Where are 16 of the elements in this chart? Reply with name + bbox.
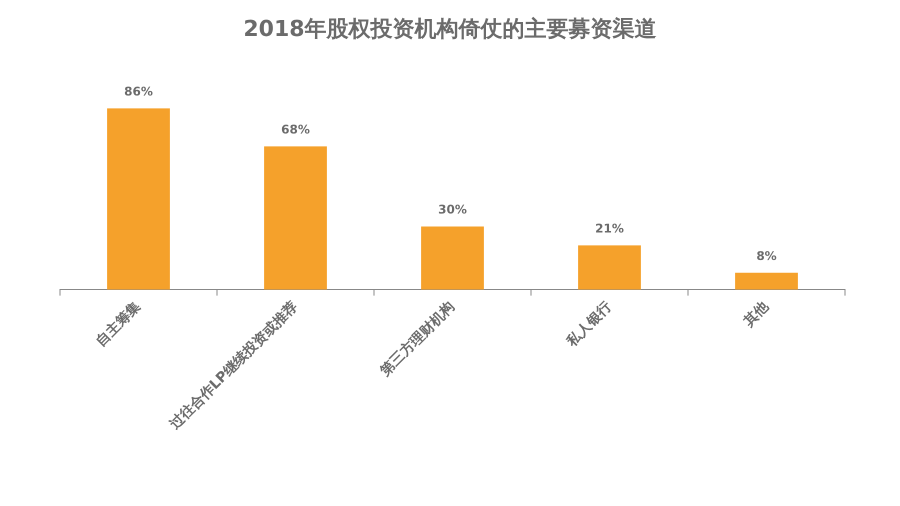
chart-title: 2018年股权投资机构倚仗的主要募资渠道	[242, 16, 658, 44]
bar	[107, 108, 170, 290]
bar	[264, 146, 327, 290]
bar	[421, 226, 484, 290]
x-tick-label: 第三方理财机构	[376, 298, 458, 380]
data-label: 21%	[595, 222, 624, 236]
x-tick-label: 其他	[740, 298, 773, 331]
x-tick-label: 私人银行	[563, 298, 615, 350]
data-label: 86%	[124, 84, 153, 99]
x-tick-label: 过往合作LP继续投资或推荐	[166, 298, 301, 434]
data-label: 68%	[281, 122, 310, 136]
bar	[578, 245, 641, 290]
data-label: 8%	[756, 248, 777, 263]
data-label: 30%	[438, 202, 467, 217]
x-tick-label: 自主筹集	[92, 298, 144, 350]
bar	[735, 272, 798, 290]
